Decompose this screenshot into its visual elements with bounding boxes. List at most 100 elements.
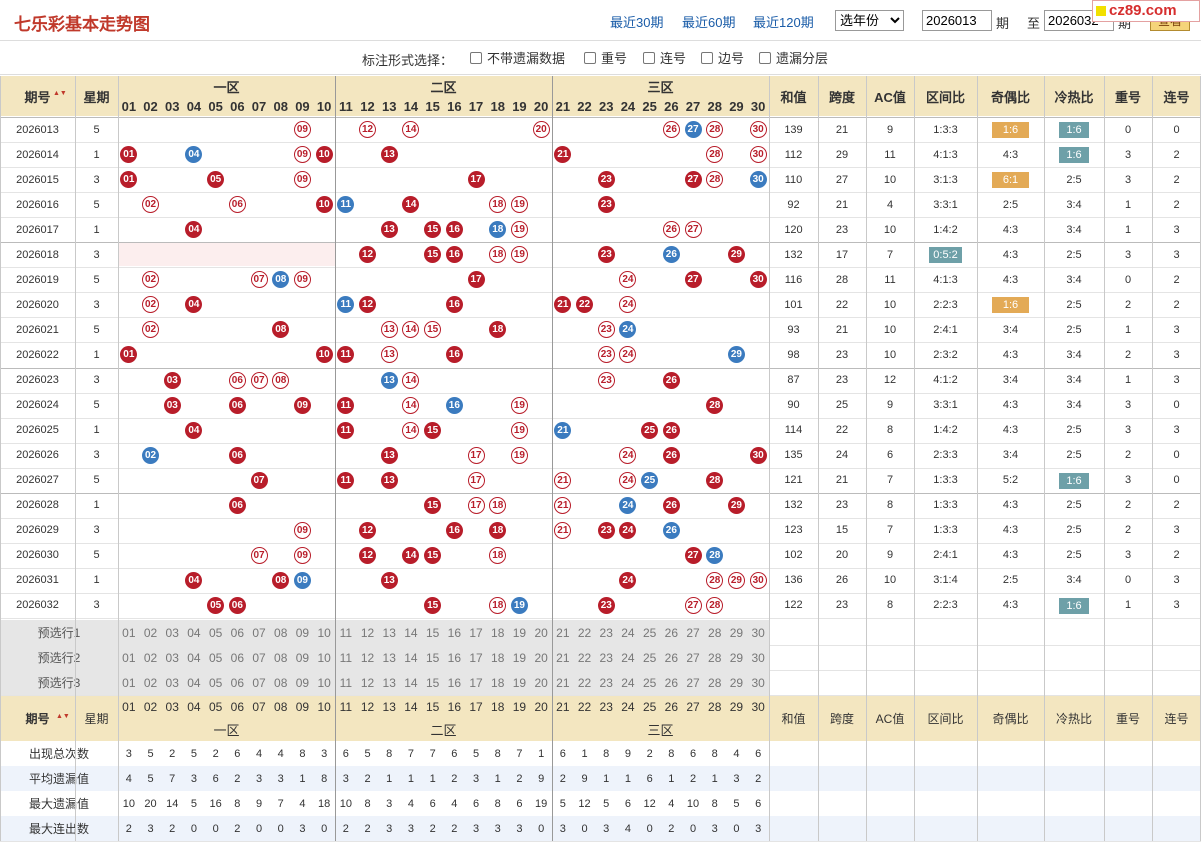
preselect-number[interactable]: 12 — [360, 675, 375, 690]
preselect-number[interactable]: 29 — [729, 625, 744, 640]
preselect-number[interactable]: 11 — [339, 675, 353, 690]
year-select[interactable]: 选年份 — [835, 10, 904, 31]
preselect-number[interactable]: 23 — [599, 650, 613, 665]
preselect-number[interactable]: 21 — [556, 650, 570, 665]
preselect-number[interactable]: 29 — [729, 675, 744, 690]
preselect-number[interactable]: 13 — [382, 650, 396, 665]
preselect-number[interactable]: 17 — [469, 625, 483, 640]
preselect-number[interactable]: 07 — [252, 650, 266, 665]
preselect-number[interactable]: 06 — [230, 650, 245, 665]
preselect-number[interactable]: 19 — [512, 650, 527, 665]
checkbox-icon[interactable] — [643, 51, 655, 64]
preselect-number[interactable]: 06 — [230, 625, 245, 640]
preselect-number[interactable]: 01 — [122, 625, 136, 640]
preselect-number[interactable]: 03 — [165, 625, 179, 640]
preselect-number[interactable]: 12 — [360, 650, 375, 665]
preselect-number[interactable]: 10 — [317, 625, 331, 640]
preselect-number[interactable]: 02 — [143, 650, 158, 665]
preselect-number[interactable]: 14 — [404, 625, 418, 640]
preselect-number[interactable]: 27 — [686, 625, 700, 640]
preselect-number[interactable]: 01 — [122, 650, 136, 665]
preselect-number[interactable]: 26 — [664, 625, 679, 640]
preselect-number[interactable]: 19 — [512, 625, 527, 640]
preselect-number[interactable]: 09 — [295, 625, 310, 640]
preselect-number[interactable]: 08 — [274, 675, 288, 690]
preselect-number[interactable]: 20 — [534, 675, 548, 690]
preselect-number[interactable]: 08 — [274, 650, 288, 665]
preselect-number[interactable]: 15 — [425, 625, 440, 640]
preselect-number[interactable]: 26 — [664, 650, 679, 665]
preselect-number[interactable]: 08 — [274, 625, 288, 640]
preselect-number[interactable]: 24 — [621, 650, 635, 665]
preselect-number[interactable]: 05 — [208, 675, 223, 690]
preselect-number[interactable]: 09 — [295, 675, 310, 690]
header-period[interactable]: 期号 — [24, 89, 51, 105]
preselect-number[interactable]: 30 — [751, 625, 765, 640]
preselect-number[interactable]: 12 — [360, 625, 375, 640]
preselect-number[interactable]: 04 — [187, 675, 201, 690]
preselect-number[interactable]: 17 — [469, 675, 483, 690]
preselect-number[interactable]: 20 — [534, 625, 548, 640]
preselect-number[interactable]: 04 — [187, 650, 201, 665]
preselect-number[interactable]: 06 — [230, 675, 245, 690]
preselect-number[interactable]: 05 — [208, 625, 223, 640]
preselect-number[interactable]: 28 — [708, 625, 722, 640]
preselect-number[interactable]: 18 — [491, 625, 505, 640]
preselect-number[interactable]: 17 — [469, 650, 483, 665]
sort-arrows-icon[interactable]: ▲▼ — [53, 90, 67, 102]
preselect-number[interactable]: 30 — [751, 675, 765, 690]
preselect-number[interactable]: 09 — [295, 650, 310, 665]
preselect-number[interactable]: 27 — [686, 675, 700, 690]
preselect-number[interactable]: 11 — [339, 650, 353, 665]
preselect-number[interactable]: 24 — [621, 675, 635, 690]
checkbox-icon[interactable] — [470, 51, 482, 64]
checkbox-icon[interactable] — [701, 51, 713, 64]
link-last-30[interactable]: 最近30期 — [610, 15, 664, 30]
preselect-number[interactable]: 04 — [187, 625, 201, 640]
preselect-number[interactable]: 13 — [382, 675, 396, 690]
preselect-number[interactable]: 30 — [751, 650, 765, 665]
preselect-number[interactable]: 26 — [664, 675, 679, 690]
preselect-number[interactable]: 15 — [425, 675, 440, 690]
preselect-number[interactable]: 03 — [165, 650, 179, 665]
option-repeat[interactable]: 重号 — [584, 48, 627, 67]
preselect-number[interactable]: 16 — [447, 650, 462, 665]
preselect-number[interactable]: 23 — [599, 675, 613, 690]
preselect-number[interactable]: 27 — [686, 650, 700, 665]
preselect-number[interactable]: 23 — [599, 625, 613, 640]
preselect-number[interactable]: 22 — [577, 650, 592, 665]
preselect-number[interactable]: 11 — [339, 625, 353, 640]
option-layer[interactable]: 遗漏分层 — [759, 48, 828, 67]
checkbox-icon[interactable] — [584, 51, 596, 64]
preselect-number[interactable]: 16 — [447, 625, 462, 640]
preselect-number[interactable]: 22 — [577, 675, 592, 690]
preselect-number[interactable]: 25 — [642, 650, 657, 665]
preselect-number[interactable]: 19 — [512, 675, 527, 690]
link-last-120[interactable]: 最近120期 — [753, 15, 814, 30]
preselect-number[interactable]: 25 — [642, 625, 657, 640]
preselect-number[interactable]: 18 — [491, 675, 505, 690]
preselect-number[interactable]: 28 — [708, 675, 722, 690]
preselect-number[interactable]: 14 — [404, 675, 418, 690]
preselect-number[interactable]: 24 — [621, 625, 635, 640]
option-no-missing[interactable]: 不带遗漏数据 — [470, 48, 565, 67]
option-edge[interactable]: 边号 — [701, 48, 744, 67]
preselect-number[interactable]: 13 — [382, 625, 396, 640]
preselect-number[interactable]: 15 — [425, 650, 440, 665]
preselect-number[interactable]: 10 — [317, 675, 331, 690]
preselect-number[interactable]: 03 — [165, 675, 179, 690]
preselect-number[interactable]: 07 — [252, 675, 266, 690]
preselect-number[interactable]: 29 — [729, 650, 744, 665]
from-period-input[interactable] — [922, 10, 992, 31]
preselect-number[interactable]: 25 — [642, 675, 657, 690]
preselect-number[interactable]: 02 — [143, 625, 158, 640]
preselect-number[interactable]: 16 — [447, 675, 462, 690]
preselect-number[interactable]: 01 — [122, 675, 136, 690]
link-last-60[interactable]: 最近60期 — [682, 15, 736, 30]
preselect-number[interactable]: 28 — [708, 650, 722, 665]
option-consecutive[interactable]: 连号 — [643, 48, 686, 67]
preselect-number[interactable]: 05 — [208, 650, 223, 665]
preselect-number[interactable]: 21 — [556, 625, 570, 640]
preselect-number[interactable]: 18 — [491, 650, 505, 665]
checkbox-icon[interactable] — [759, 51, 771, 64]
